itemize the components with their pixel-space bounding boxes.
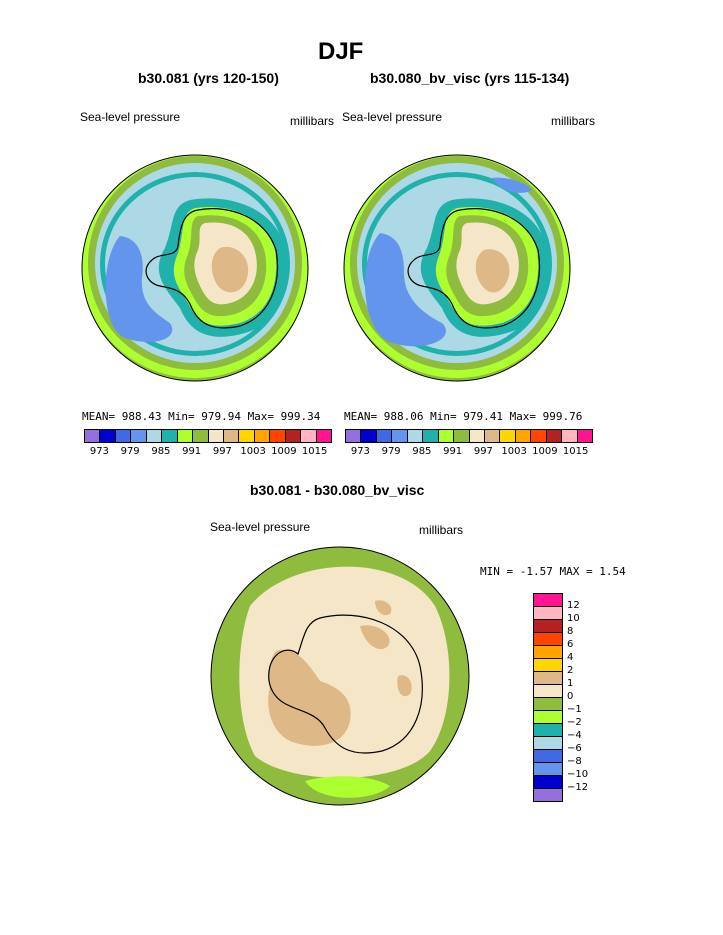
colorbar-swatch <box>534 672 562 685</box>
colorbar-swatch <box>454 430 470 442</box>
colorbar-swatch <box>546 430 563 442</box>
colorbar-swatch <box>534 633 562 646</box>
colorbar-tick-label: 973 <box>350 446 370 457</box>
colorbar-swatch <box>534 698 562 711</box>
colorbar-swatch <box>534 750 562 763</box>
colorbar-tick-label: −4 <box>567 730 582 741</box>
colorbar-swatch <box>361 430 377 442</box>
colorbar-swatch <box>346 430 362 442</box>
diff-polar-map <box>210 546 470 806</box>
diff-units-label: millibars <box>419 523 464 537</box>
diff-stats: MIN = -1.57 MAX = 1.54 <box>480 565 626 578</box>
left-polar-map <box>81 154 309 382</box>
colorbar-swatch <box>469 430 485 442</box>
colorbar-swatch <box>577 430 592 442</box>
colorbar-tick-label: 979 <box>120 446 140 457</box>
right-polar-map <box>343 154 571 382</box>
colorbar-swatch <box>115 430 132 442</box>
right-field-label: Sea-level pressure <box>342 110 443 124</box>
colorbar-swatch <box>239 430 255 442</box>
colorbar-tick-label: 1003 <box>501 446 527 457</box>
colorbar-swatch <box>534 724 562 737</box>
colorbar-swatch <box>131 430 147 442</box>
colorbar-swatch <box>407 430 424 442</box>
colorbar-swatch <box>534 646 562 659</box>
left-field-label: Sea-level pressure <box>80 110 181 124</box>
colorbar-tick-label: 991 <box>182 446 202 457</box>
colorbar-swatch <box>534 737 562 750</box>
colorbar-swatch <box>423 430 439 442</box>
colorbar-swatch <box>301 430 317 442</box>
colorbar-swatch <box>534 607 562 620</box>
colorbar-tick-label: 997 <box>473 446 493 457</box>
right-units-label: millibars <box>551 114 596 128</box>
diff-subtitle: b30.081 - b30.080_bv_visc <box>250 482 425 498</box>
right-colorbar <box>345 429 593 443</box>
colorbar-swatch <box>376 430 393 442</box>
colorbar-tick-label: −10 <box>567 769 589 780</box>
colorbar-swatch <box>177 430 194 442</box>
colorbar-swatch <box>270 430 286 442</box>
colorbar-tick-label: 1 <box>567 678 574 689</box>
colorbar-swatch <box>193 430 209 442</box>
colorbar-tick-label: 997 <box>212 446 232 457</box>
colorbar-swatch <box>500 430 516 442</box>
colorbar-tick-label: 979 <box>381 446 401 457</box>
colorbar-tick-label: 8 <box>567 626 574 637</box>
left-subtitle: b30.081 (yrs 120-150) <box>138 70 279 86</box>
colorbar-swatch <box>484 430 501 442</box>
colorbar-tick-label: 10 <box>567 613 580 624</box>
colorbar-swatch <box>534 776 562 789</box>
colorbar-swatch <box>392 430 408 442</box>
colorbar-tick-label: −12 <box>567 782 589 793</box>
colorbar-swatch <box>316 430 331 442</box>
colorbar-swatch <box>223 430 240 442</box>
colorbar-tick-label: 973 <box>89 446 109 457</box>
colorbar-tick-label: 985 <box>412 446 432 457</box>
page-title: DJF <box>318 38 364 65</box>
colorbar-swatch <box>534 620 562 633</box>
colorbar-swatch <box>534 763 562 776</box>
colorbar-swatch <box>534 789 562 801</box>
left-units-label: millibars <box>290 114 335 128</box>
colorbar-tick-label: 4 <box>567 652 574 663</box>
colorbar-tick-label: 1009 <box>271 446 297 457</box>
colorbar-swatch <box>146 430 163 442</box>
colorbar-tick-label: 985 <box>151 446 171 457</box>
colorbar-tick-label: 1003 <box>240 446 266 457</box>
colorbar-swatch <box>534 594 562 607</box>
colorbar-swatch <box>208 430 224 442</box>
colorbar-tick-label: 1015 <box>301 446 328 457</box>
colorbar-swatch <box>534 685 562 698</box>
colorbar-swatch <box>100 430 116 442</box>
colorbar-tick-label: −6 <box>567 743 582 754</box>
colorbar-tick-label: 1009 <box>532 446 558 457</box>
right-stats: MEAN= 988.06 Min= 979.41 Max= 999.76 <box>344 410 583 423</box>
colorbar-tick-label: 2 <box>567 665 574 676</box>
left-stats: MEAN= 988.43 Min= 979.94 Max= 999.34 <box>82 410 321 423</box>
right-subtitle: b30.080_bv_visc (yrs 115-134) <box>370 70 570 86</box>
colorbar-swatch <box>285 430 302 442</box>
colorbar-swatch <box>85 430 101 442</box>
colorbar-tick-label: 12 <box>567 600 580 611</box>
colorbar-tick-label: 0 <box>567 691 574 702</box>
diff-colorbar <box>533 593 563 802</box>
colorbar-tick-label: −2 <box>567 717 582 728</box>
left-colorbar <box>84 429 332 443</box>
colorbar-swatch <box>438 430 455 442</box>
colorbar-tick-label: −1 <box>567 704 582 715</box>
colorbar-swatch <box>534 659 562 672</box>
colorbar-tick-label: 6 <box>567 639 574 650</box>
colorbar-tick-label: −8 <box>567 756 582 767</box>
colorbar-swatch <box>534 711 562 724</box>
colorbar-swatch <box>562 430 578 442</box>
colorbar-swatch <box>162 430 178 442</box>
colorbar-tick-label: 1015 <box>562 446 589 457</box>
colorbar-swatch <box>531 430 547 442</box>
colorbar-tick-label: 991 <box>443 446 463 457</box>
colorbar-swatch <box>515 430 532 442</box>
colorbar-swatch <box>254 430 271 442</box>
diff-field-label: Sea-level pressure <box>210 520 311 534</box>
